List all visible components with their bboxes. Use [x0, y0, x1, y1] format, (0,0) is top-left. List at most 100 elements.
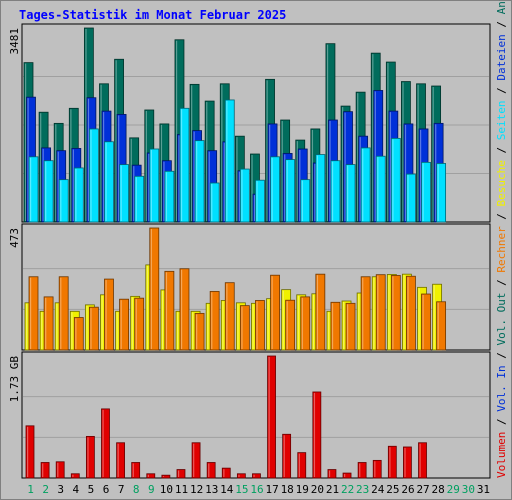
x-tick-label-day-10: 10	[160, 483, 173, 496]
bar-besuche-day-7-highlight	[116, 312, 118, 349]
bar-seiten-day-20-highlight	[316, 155, 319, 221]
x-tick-label-day-20: 20	[311, 483, 324, 496]
legend-entry: /	[495, 206, 508, 226]
bar-anfragen-day-8-highlight	[130, 138, 132, 221]
bar-seiten-day-10-highlight	[165, 172, 168, 221]
bar-besuche-day-9-highlight	[146, 265, 148, 349]
bar-volumen-day-14	[221, 467, 231, 479]
bar-rechner-day-3-highlight	[60, 277, 62, 349]
x-tick-label-day-13: 13	[205, 483, 218, 496]
x-tick-label-day-24: 24	[371, 483, 385, 496]
bar-volumen-day-24-highlight	[374, 461, 376, 477]
bar-besuche-day-23-highlight	[358, 293, 360, 349]
bar-seiten-day-12	[194, 140, 205, 223]
bar-volumen-day-12-highlight	[193, 443, 195, 477]
bar-besuche-day-26-highlight	[403, 275, 405, 349]
x-tick-label-day-21: 21	[326, 483, 339, 496]
bar-besuche-day-16-highlight	[252, 304, 254, 349]
bar-rechner-day-15	[239, 305, 250, 351]
bar-anfragen-day-21-highlight	[326, 44, 329, 221]
x-tick-label-day-14: 14	[220, 483, 234, 496]
bar-seiten-day-15	[239, 168, 250, 223]
bar-besuche-day-20-highlight	[312, 294, 315, 349]
bar-volumen-day-22-highlight	[344, 474, 346, 477]
bar-dateien-day-4-highlight	[72, 149, 74, 221]
bar-anfragen-day-18-highlight	[281, 121, 283, 221]
bar-volumen-day-15-highlight	[238, 474, 240, 477]
bar-seiten-day-23	[360, 147, 371, 223]
bar-seiten-day-2	[43, 160, 54, 223]
bar-seiten-day-9-highlight	[150, 149, 152, 221]
bar-seiten-day-9	[149, 148, 160, 223]
bar-anfragen-day-26-highlight	[402, 82, 404, 221]
bar-seiten-day-25-highlight	[392, 139, 394, 221]
bar-seiten-day-13	[209, 182, 220, 223]
bar-seiten-day-4-highlight	[75, 168, 77, 221]
x-tick-label-day-3: 3	[57, 483, 64, 496]
bar-besuche-day-25-highlight	[388, 275, 390, 349]
bar-anfragen-day-11-highlight	[175, 40, 178, 222]
bar-rechner-day-8	[134, 297, 145, 351]
legend-entry: Rechner	[495, 226, 508, 273]
bar-seiten-day-5-highlight	[90, 129, 92, 221]
bar-seiten-day-6-highlight	[105, 142, 107, 221]
x-tick-label-day-16: 16	[250, 483, 263, 496]
bar-volumen-day-17	[267, 355, 276, 479]
bar-volumen-day-14-highlight	[223, 469, 225, 477]
x-tick-label-day-27: 27	[416, 483, 429, 496]
bar-seiten-day-17-highlight	[271, 157, 273, 221]
bar-besuche-day-8-highlight	[131, 297, 133, 349]
chart-title: Tages-Statistik im Monat Februar 2025	[19, 8, 287, 22]
bar-rechner-day-14	[224, 282, 235, 351]
bar-rechner-day-17	[270, 274, 280, 351]
legend-entry: /	[495, 81, 508, 101]
bar-rechner-day-22-highlight	[347, 304, 349, 349]
bar-rechner-day-27-highlight	[422, 295, 424, 349]
bar-besuche-day-24-highlight	[373, 277, 375, 349]
legend-entry: /	[495, 14, 508, 34]
bar-seiten-day-28	[436, 163, 447, 223]
bar-volumen-day-4	[70, 473, 80, 479]
bar-rechner-day-20-highlight	[316, 275, 319, 349]
bar-anfragen-day-1-highlight	[25, 63, 27, 221]
bar-dateien-day-11-highlight	[178, 135, 180, 221]
bar-volumen-day-21-highlight	[328, 470, 331, 477]
x-tick-label-day-8: 8	[133, 483, 140, 496]
x-tick-label-day-29: 29	[447, 483, 460, 496]
x-tick-label-day-1: 1	[27, 483, 34, 496]
bar-volumen-day-16	[252, 473, 261, 479]
bar-volumen-day-22	[342, 472, 352, 479]
bar-besuche-day-18-highlight	[282, 290, 284, 349]
bar-seiten-day-27	[421, 161, 431, 223]
bar-seiten-day-25	[390, 138, 401, 223]
bar-anfragen-day-4-highlight	[70, 109, 72, 221]
bar-seiten-day-16	[255, 179, 265, 223]
bar-anfragen-day-23-highlight	[357, 93, 359, 221]
bar-besuche-day-1-highlight	[26, 303, 28, 349]
bar-rechner-day-26-highlight	[407, 277, 409, 349]
bar-seiten-day-1-highlight	[30, 157, 32, 221]
bar-dateien-day-19-highlight	[299, 149, 301, 221]
bar-anfragen-day-10-highlight	[160, 124, 163, 221]
y-tick-label: 3481	[8, 28, 21, 55]
x-tick-label-day-2: 2	[42, 483, 49, 496]
bar-volumen-day-19	[297, 452, 307, 479]
bar-seiten-day-14-highlight	[226, 100, 228, 221]
bar-rechner-day-13-highlight	[211, 292, 213, 349]
bar-rechner-day-10-highlight	[165, 272, 168, 349]
bar-volumen-day-10-highlight	[162, 476, 165, 477]
bar-seiten-day-28-highlight	[437, 164, 439, 221]
bar-dateien-day-21-highlight	[329, 121, 331, 221]
bar-seiten-day-11	[179, 107, 190, 223]
bar-dateien-day-5-highlight	[87, 98, 90, 221]
bar-volumen-day-3	[55, 461, 65, 479]
x-tick-label-day-4: 4	[73, 483, 80, 496]
bar-rechner-day-1	[28, 276, 39, 351]
bar-dateien-day-24-highlight	[374, 91, 376, 221]
bar-rechner-day-14-highlight	[226, 283, 228, 349]
bar-rechner-day-11-highlight	[180, 269, 183, 349]
bar-volumen-day-21	[327, 469, 337, 479]
bar-seiten-day-26-highlight	[407, 175, 409, 221]
bar-rechner-day-11	[179, 268, 190, 351]
